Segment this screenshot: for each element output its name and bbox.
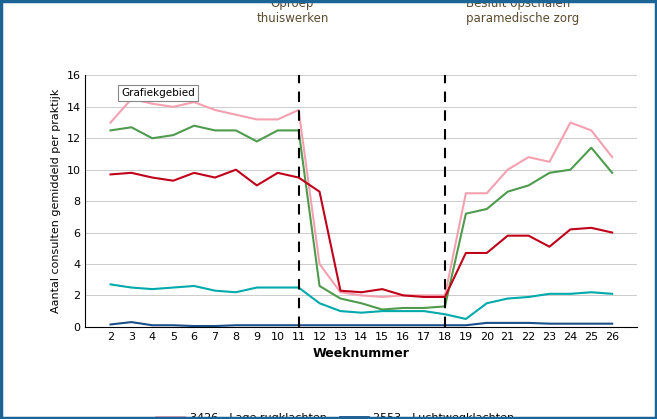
Text: Oproep
thuiswerken: Oproep thuiswerken xyxy=(256,0,328,25)
Y-axis label: Aantal consulten gemiddeld per praktijk: Aantal consulten gemiddeld per praktijk xyxy=(51,89,61,313)
X-axis label: Weeknummer: Weeknummer xyxy=(313,347,410,360)
Text: Besluit opschalen
paramedische zorg: Besluit opschalen paramedische zorg xyxy=(466,0,579,25)
Legend: 3426 - Lage rugklachten, 3126 - Nekklachten, 2554 - COPD, 2553 - Luchtwegklachte: 3426 - Lage rugklachten, 3126 - Nekklach… xyxy=(156,413,566,419)
Text: Grafiekgebied: Grafiekgebied xyxy=(121,88,194,98)
